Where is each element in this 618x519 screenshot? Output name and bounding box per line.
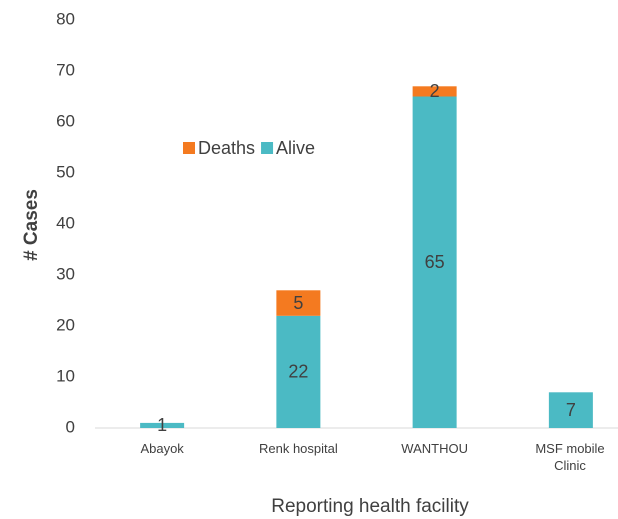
y-tick-label: 80	[56, 9, 75, 28]
bar-segment	[276, 315, 321, 428]
y-tick-label: 70	[56, 60, 75, 79]
data-label: 1	[157, 415, 167, 435]
y-tick-label: 40	[56, 213, 75, 232]
legend-swatch	[183, 142, 195, 154]
data-label: 2	[430, 81, 440, 101]
bar-segment	[140, 422, 185, 428]
y-tick-label: 30	[56, 264, 75, 283]
bar-segment	[412, 86, 457, 97]
x-axis-title: Reporting health facility	[271, 496, 469, 517]
x-tick-label: Abayok	[140, 441, 184, 456]
data-label: 65	[425, 252, 445, 272]
x-tick-label: MSF mobile Clinic	[535, 441, 605, 473]
data-label: 5	[293, 293, 303, 313]
y-tick-label: 0	[66, 417, 75, 436]
y-tick-label: 60	[56, 111, 75, 130]
bar-segment	[548, 392, 593, 428]
legend-swatch	[261, 142, 274, 154]
bar-segment	[276, 290, 321, 316]
bar-segment	[412, 96, 457, 428]
y-axis-title: # Cases	[21, 189, 42, 261]
data-label: 7	[566, 400, 576, 420]
legend-label: Deaths	[198, 138, 255, 158]
legend-label: Alive	[276, 138, 315, 158]
data-label: 22	[288, 362, 308, 382]
y-tick-label: 10	[56, 366, 75, 385]
x-tick-label: Renk hospital	[258, 441, 338, 456]
y-tick-label: 50	[56, 162, 75, 181]
y-tick-label: 20	[56, 315, 75, 334]
x-tick-label: WANTHOU	[401, 441, 468, 456]
